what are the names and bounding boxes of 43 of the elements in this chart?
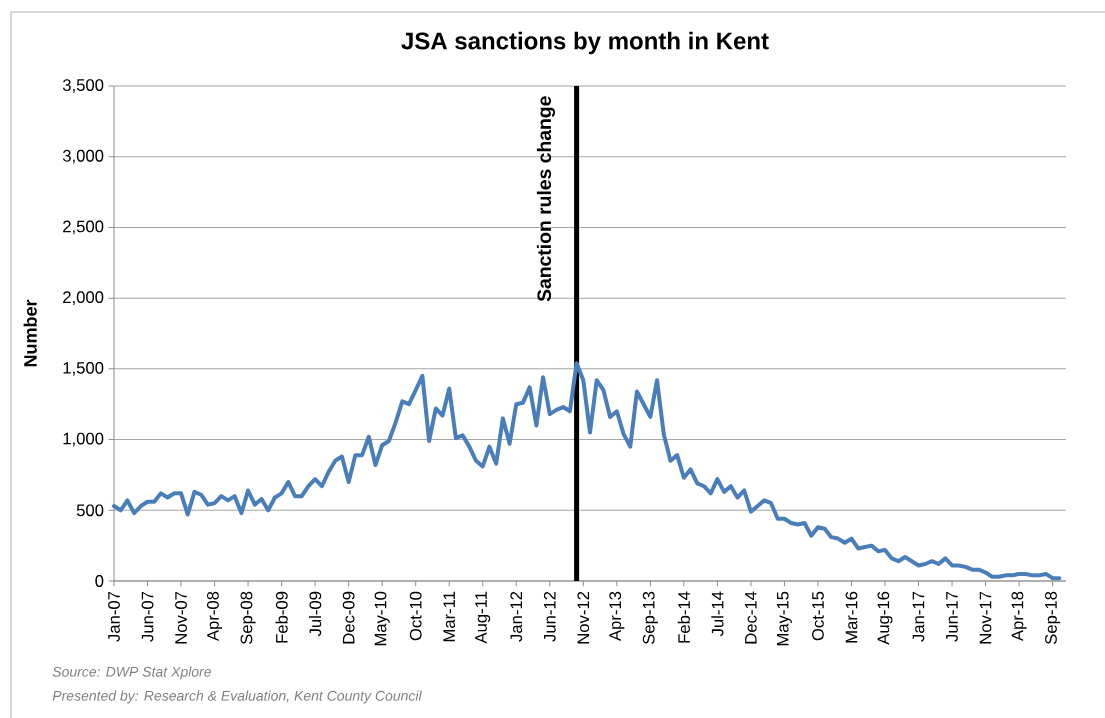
y-axis-title: Number — [23, 299, 37, 367]
x-tick-label: Mar-11 — [443, 591, 456, 642]
y-tick-label: 500 — [76, 504, 104, 517]
x-tick-label: Dec-09 — [342, 591, 355, 644]
x-tick-label: Sep-18 — [1045, 591, 1061, 645]
y-tick-label: 2,500 — [63, 220, 104, 235]
x-tick-label: Jun-12 — [543, 591, 556, 642]
x-tick-label: Apr-08 — [207, 591, 223, 642]
x-tick-label: Oct-15 — [812, 591, 824, 641]
x-tick-label: Jan-07 — [108, 591, 120, 642]
x-tick-label: May-10 — [374, 591, 390, 646]
ref-line-label: Sanction rules change — [536, 96, 555, 302]
x-tick-label: Aug-16 — [877, 591, 893, 645]
x-tick-label: May-15 — [776, 591, 792, 646]
y-tick-label: 0 — [95, 575, 104, 587]
y-tick-label: 2,000 — [63, 291, 104, 306]
x-tick-label: Sep-08 — [240, 591, 256, 645]
source-note: Source: DWP Stat Xplore — [52, 666, 211, 680]
y-tick-label: 3,500 — [62, 79, 104, 93]
x-tick-label: Dec-14 — [745, 591, 757, 644]
x-tick-label: Nov-07 — [175, 591, 187, 644]
x-tick-label: Oct-10 — [409, 591, 422, 641]
x-tick-label: Sep-13 — [642, 591, 658, 645]
x-tick-label: Feb-09 — [275, 591, 288, 643]
x-tick-label: Jun-07 — [141, 591, 154, 642]
x-tick-label: Aug-11 — [475, 591, 491, 644]
x-tick-label: Jul-14 — [711, 591, 724, 637]
x-tick-label: Mar-16 — [845, 591, 858, 643]
y-tick-label: 1,500 — [63, 361, 104, 376]
x-tick-label: Jan-12 — [510, 591, 523, 642]
x-tick-label: Nov-17 — [979, 591, 992, 644]
y-tick-label: 1,000 — [63, 432, 104, 447]
x-tick-label: Apr-18 — [1011, 591, 1027, 642]
x-tick-label: Jul-09 — [309, 591, 322, 637]
line-series — [112, 361, 1062, 581]
x-tick-label: Jun-17 — [946, 591, 958, 642]
x-tick-label: Jan-17 — [912, 591, 925, 642]
chart-title: JSA sanctions by month in Kent — [401, 31, 769, 55]
text: Presented by: Research & Evaluation, Kent County Council — [52, 690, 422, 704]
x-tick-label: Apr-13 — [609, 591, 625, 642]
x-tick-label: Feb-14 — [677, 591, 690, 643]
y-tick-label: 3,000 — [62, 149, 104, 164]
x-tick-label: Nov-12 — [577, 591, 590, 644]
